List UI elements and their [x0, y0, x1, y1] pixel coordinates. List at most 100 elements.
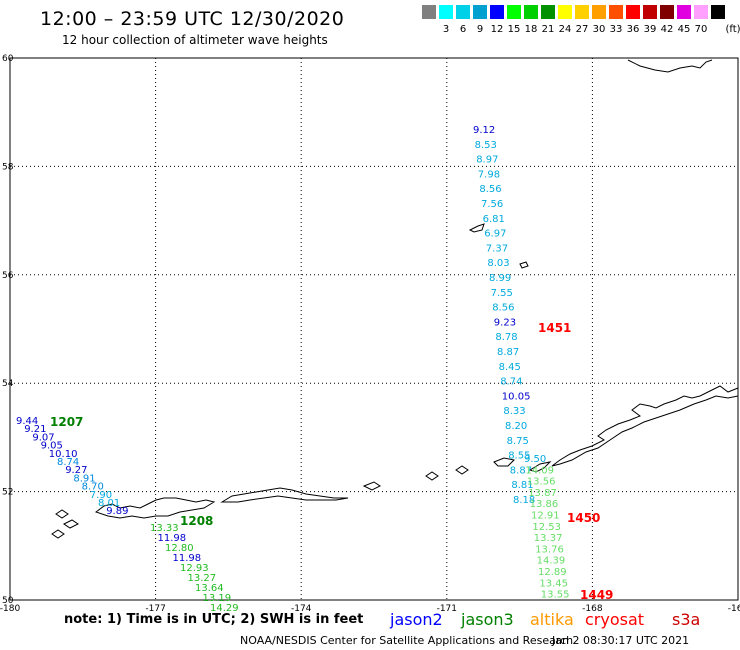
- lon-tick-label: -171: [437, 604, 457, 614]
- wave-height-label: 9.05: [41, 441, 63, 452]
- legend-label: 39: [643, 24, 657, 35]
- wave-height-label: 8.78: [495, 332, 517, 343]
- lat-tick-label: 50: [2, 596, 14, 606]
- pass-1208: 13.3311.9812.8011.9812.9313.2713.6413.19…: [150, 514, 239, 614]
- lon-tick-label: -165: [728, 604, 740, 614]
- pass-time-label: 1450: [567, 511, 600, 525]
- wave-height-label: 8.97: [476, 155, 498, 166]
- pass-time-label: 1449: [580, 588, 613, 602]
- wave-height-label: 9.07: [32, 432, 54, 443]
- coast-aleutian-5: [455, 465, 469, 475]
- legend-label: 6: [459, 24, 467, 35]
- wave-height-label: 12.89: [538, 567, 567, 578]
- legend-unit: (ft): [725, 24, 740, 35]
- coast-pribilof-st-paul: [468, 223, 485, 233]
- wave-height-label: 11.98: [158, 533, 187, 544]
- wave-height-label: 8.53: [475, 140, 497, 151]
- wave-height-label: 6.81: [483, 214, 505, 225]
- wave-height-label: 13.37: [534, 533, 563, 544]
- legend-swatch: [575, 5, 589, 19]
- legend-label: 42: [660, 24, 674, 35]
- footnote: note: 1) Time is in UTC; 2) SWH is in fe…: [64, 612, 364, 627]
- legend-swatch: [592, 5, 606, 19]
- wave-height-label: 12.53: [532, 522, 561, 533]
- map-grid: [10, 58, 738, 600]
- timestamp: Jan 2 08:30:17 UTC 2021: [552, 634, 690, 647]
- legend-swatch: [711, 5, 725, 19]
- legend-label: 9: [476, 24, 484, 35]
- lat-tick-label: 58: [2, 162, 14, 172]
- wave-height-label: 12.93: [180, 563, 209, 574]
- wave-height-label: 13.87: [528, 488, 557, 499]
- wave-height-label: 9.12: [473, 125, 495, 136]
- wave-height-label: 7.55: [491, 288, 513, 299]
- axis-tick-labels: -180 -177 -174 -171 -168 -165 60 58 56 54 52 50: [0, 54, 740, 614]
- coast-aleutian-3: [362, 481, 381, 491]
- satellite-s3a: s3a: [672, 610, 701, 629]
- satellite-jason3: jason3: [461, 610, 514, 629]
- lon-tick-label: -168: [582, 604, 603, 614]
- wave-height-label: 7.56: [481, 199, 503, 210]
- wave-height-label: 8.74: [57, 457, 79, 468]
- legend-swatch: [507, 5, 521, 19]
- legend-label: 30: [592, 24, 606, 35]
- wave-height-label: 14.09: [525, 465, 554, 476]
- wave-height-label: 8.70: [82, 482, 104, 493]
- page-title: 12:00 – 23:59 UTC 12/30/2020: [40, 8, 345, 30]
- wave-height-label: 9.27: [65, 465, 87, 476]
- wave-height-label: 6.97: [484, 229, 506, 240]
- legend-swatch: [490, 5, 504, 19]
- wave-height-label: 8.87: [497, 347, 519, 358]
- lon-tick-label: -174: [291, 604, 312, 614]
- wave-height-label: 8.56: [492, 303, 514, 314]
- legend-label: 3: [442, 24, 450, 35]
- wave-height-label: 13.76: [535, 544, 564, 555]
- wave-height-label: 8.01: [98, 498, 120, 509]
- legend-label: 36: [626, 24, 640, 35]
- wave-height-label: 9.44: [16, 416, 38, 427]
- wave-height-label: 9.50: [524, 454, 546, 465]
- legend-swatch: [422, 5, 436, 19]
- lat-tick-label: 54: [2, 379, 14, 389]
- lat-tick-label: 56: [2, 271, 14, 281]
- wave-height-label: 13.19: [203, 593, 232, 604]
- wave-height-label: 8.74: [500, 377, 522, 388]
- wave-height-label: 13.33: [150, 523, 179, 534]
- wave-height-label: 14.29: [210, 603, 239, 614]
- legend-label: 18: [524, 24, 538, 35]
- coast-aleutian-1: [94, 497, 216, 519]
- legend-swatch: [626, 5, 640, 19]
- satellite-altika: altika: [530, 610, 574, 629]
- wave-height-label: 8.45: [499, 362, 521, 373]
- coastline: [51, 59, 739, 539]
- wave-height-label: 13.55: [541, 590, 570, 601]
- legend-label: 70: [694, 24, 708, 35]
- wave-height-label: 7.98: [478, 169, 500, 180]
- wave-height-label: 8.99: [489, 273, 511, 284]
- legend-swatch: [694, 5, 708, 19]
- pass-time-label: 1208: [180, 514, 213, 528]
- pass-1450: 9.5014.0913.5613.8713.8612.9112.5313.371…: [524, 454, 600, 601]
- coast-aleutian-2: [220, 487, 349, 503]
- coast-aleutian-10: [51, 529, 65, 539]
- wave-height-label: 13.56: [527, 477, 556, 488]
- lon-tick-label: -180: [0, 604, 20, 614]
- legend-label: 21: [541, 24, 555, 35]
- wave-height-label: 13.64: [195, 583, 224, 594]
- wave-height-label: 11.98: [173, 553, 202, 564]
- wave-height-label: 12.91: [531, 511, 560, 522]
- legend-swatch: [558, 5, 572, 19]
- pass-time-label: 1207: [50, 415, 83, 429]
- legend-label: 24: [558, 24, 572, 35]
- legend-swatch: [524, 5, 538, 19]
- wave-height-label: 8.18: [513, 495, 535, 506]
- map-frame: [9, 57, 739, 601]
- wave-height-label: 13.45: [539, 578, 568, 589]
- wave-height-label: 14.39: [537, 556, 566, 567]
- pass-1207: 9.449.219.079.0510.108.749.278.918.707.9…: [16, 415, 128, 517]
- pass-1449: 1449: [580, 588, 613, 602]
- wave-height-label: 12.80: [165, 543, 194, 554]
- coast-aleutian-4: [425, 471, 439, 481]
- wave-height-label: 13.86: [530, 499, 559, 510]
